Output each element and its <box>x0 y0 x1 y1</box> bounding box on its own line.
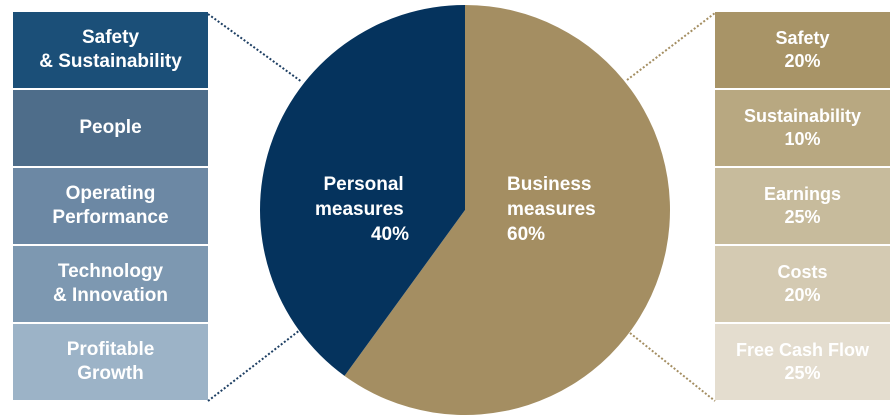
personal-measure-people: People <box>13 90 208 166</box>
business-measure-costs: Costs 20% <box>715 246 890 322</box>
personal-slice-label: Personal measures 40% <box>315 174 409 245</box>
business-connector-bottom <box>629 332 716 402</box>
business-measure-earnings: Earnings 25% <box>715 168 890 244</box>
business-connector-top <box>626 12 716 81</box>
business-slice-label: Business measures 60% <box>507 174 601 245</box>
personal-connector-bottom <box>207 329 301 402</box>
personal-measure-safety-sustainability: Safety & Sustainability <box>13 12 208 88</box>
business-measure-safety: Safety 20% <box>715 12 890 88</box>
business-measure-sustainability: Sustainability 10% <box>715 90 890 166</box>
personal-measure-profitable-growth: Profitable Growth <box>13 324 208 400</box>
personal-measures-slice <box>260 5 465 376</box>
personal-measure-operating-performance: Operating Performance <box>13 168 208 244</box>
personal-measure-technology-innovation: Technology & Innovation <box>13 246 208 322</box>
personal-connector-top <box>207 13 303 83</box>
business-measures-slice <box>344 5 670 415</box>
business-measure-free-cash-flow: Free Cash Flow 25% <box>715 324 890 400</box>
